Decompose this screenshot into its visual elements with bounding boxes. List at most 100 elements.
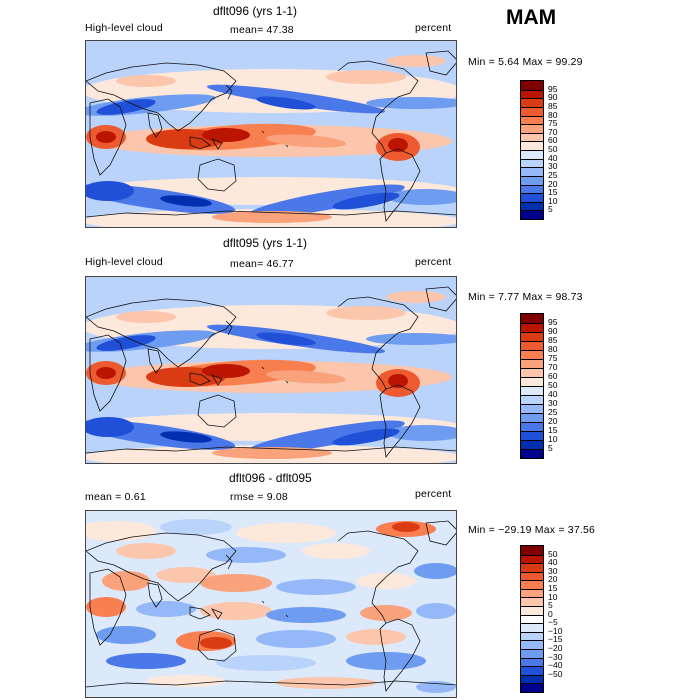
- colorbar-tick-label: 30: [548, 161, 558, 172]
- contour-region: [156, 567, 216, 583]
- contour-region: [212, 447, 332, 459]
- contour-region: [96, 335, 156, 351]
- colorbar-tick-label: 5: [548, 443, 553, 453]
- panel-1-mean: mean= 47.38: [230, 24, 294, 36]
- colorbar-tick-label: −5: [548, 617, 558, 628]
- contour-region: [96, 99, 156, 115]
- colorbar-swatch: [521, 314, 543, 323]
- contour-region: [256, 96, 316, 110]
- colorbar-tick-label: −40: [548, 660, 563, 671]
- contour-region: [96, 131, 116, 143]
- coastlines: [86, 286, 456, 459]
- colorbar-tick-label: 60: [548, 371, 558, 381]
- contour-region: [247, 420, 405, 454]
- colorbar-swatch: [521, 588, 543, 598]
- panel-2-units: percent: [415, 256, 452, 268]
- contour-region: [160, 519, 232, 535]
- colorbar-swatch: [521, 413, 543, 422]
- contour-region: [86, 417, 134, 437]
- contour-region: [326, 306, 406, 320]
- colorbar-tick-label: 5: [548, 600, 553, 611]
- colorbar-swatch: [521, 175, 543, 185]
- panel-1-title: dflt096 (yrs 1-1): [213, 4, 298, 18]
- colorbar-swatch: [521, 106, 543, 116]
- colorbar-swatch: [521, 597, 543, 607]
- colorbar-tick-label: −15: [548, 634, 563, 645]
- contour-region: [276, 677, 376, 689]
- panel-2-colorbar: [520, 313, 544, 459]
- contour-region: [366, 97, 456, 109]
- contour-region: [302, 543, 370, 559]
- colorbar-swatch: [521, 115, 543, 125]
- contour-region: [416, 603, 456, 619]
- colorbar-swatch: [521, 210, 543, 219]
- panel-1-minmax: Min = 5.64 Max = 99.29: [468, 56, 583, 68]
- colorbar-swatch: [521, 395, 543, 404]
- colorbar-swatch: [521, 368, 543, 377]
- colorbar-tick-label: 20: [548, 178, 558, 189]
- colorbar-tick-label: −50: [548, 668, 563, 679]
- colorbar-tick-label: −10: [548, 625, 563, 636]
- colorbar-tick-label: −20: [548, 643, 563, 654]
- panel-3-contour-field: [86, 511, 456, 697]
- colorbar-swatch: [521, 141, 543, 150]
- colorbar-swatch: [521, 614, 543, 624]
- colorbar-swatch: [521, 158, 543, 168]
- colorbar-tick-label: 15: [548, 425, 558, 435]
- colorbar-swatch: [521, 449, 543, 458]
- colorbar-swatch: [521, 332, 543, 341]
- panel-3-minmax: Min = −29.19 Max = 37.56: [468, 524, 596, 536]
- contour-region: [136, 601, 196, 617]
- contour-region: [276, 579, 356, 595]
- contour-region: [106, 653, 186, 669]
- colorbar-tick-label: 40: [548, 389, 558, 399]
- contour-region: [236, 523, 336, 543]
- colorbar-swatch: [521, 666, 543, 675]
- colorbar-tick-label: 10: [548, 591, 558, 602]
- contour-region: [388, 374, 408, 388]
- colorbar-swatch: [521, 193, 543, 202]
- contour-region: [86, 181, 134, 201]
- colorbar-tick-label: 90: [548, 326, 558, 336]
- panel-3-mean: mean = 0.61: [85, 491, 146, 503]
- contour-region: [346, 629, 406, 645]
- contour-region: [247, 184, 405, 218]
- colorbar-swatch: [521, 404, 543, 413]
- colorbar-swatch: [521, 201, 543, 211]
- contour-region: [388, 138, 408, 152]
- panel-2-map: [85, 276, 457, 464]
- colorbar-tick-label: −30: [548, 651, 563, 662]
- colorbar-tick-label: 30: [548, 565, 558, 576]
- colorbar-tick-label: 40: [548, 557, 558, 568]
- panel-1-map: [85, 40, 457, 228]
- panel-3-map: [85, 510, 457, 698]
- coastlines: [86, 520, 456, 693]
- colorbar-tick-label: 60: [548, 135, 558, 146]
- colorbar-tick-label: 40: [548, 152, 558, 163]
- contour-region: [116, 311, 176, 323]
- colorbar-swatch: [521, 132, 543, 142]
- colorbar-tick-label: 50: [548, 380, 558, 390]
- panel-1-units: percent: [415, 22, 452, 34]
- colorbar-tick-label: 10: [548, 195, 558, 206]
- colorbar-swatch: [521, 150, 543, 159]
- colorbar-swatch: [521, 631, 543, 641]
- colorbar-swatch: [521, 350, 543, 359]
- colorbar-tick-label: 90: [548, 92, 558, 103]
- contour-region: [386, 55, 446, 67]
- panel-3-colorbar: [520, 545, 544, 693]
- colorbar-swatch: [521, 184, 543, 194]
- colorbar-swatch: [521, 431, 543, 440]
- contour-region: [160, 431, 212, 443]
- contour-region: [146, 675, 226, 687]
- contour-region: [366, 333, 456, 345]
- contour-region: [326, 70, 406, 84]
- colorbar-swatch: [521, 674, 543, 684]
- colorbar-swatch: [521, 648, 543, 658]
- contour-region: [206, 547, 286, 563]
- contour-region: [160, 195, 212, 207]
- colorbar-tick-label: 30: [548, 398, 558, 408]
- colorbar-swatch: [521, 89, 543, 99]
- panel-3-title: dflt096 - dflt095: [229, 471, 312, 485]
- colorbar-tick-label: 75: [548, 118, 558, 129]
